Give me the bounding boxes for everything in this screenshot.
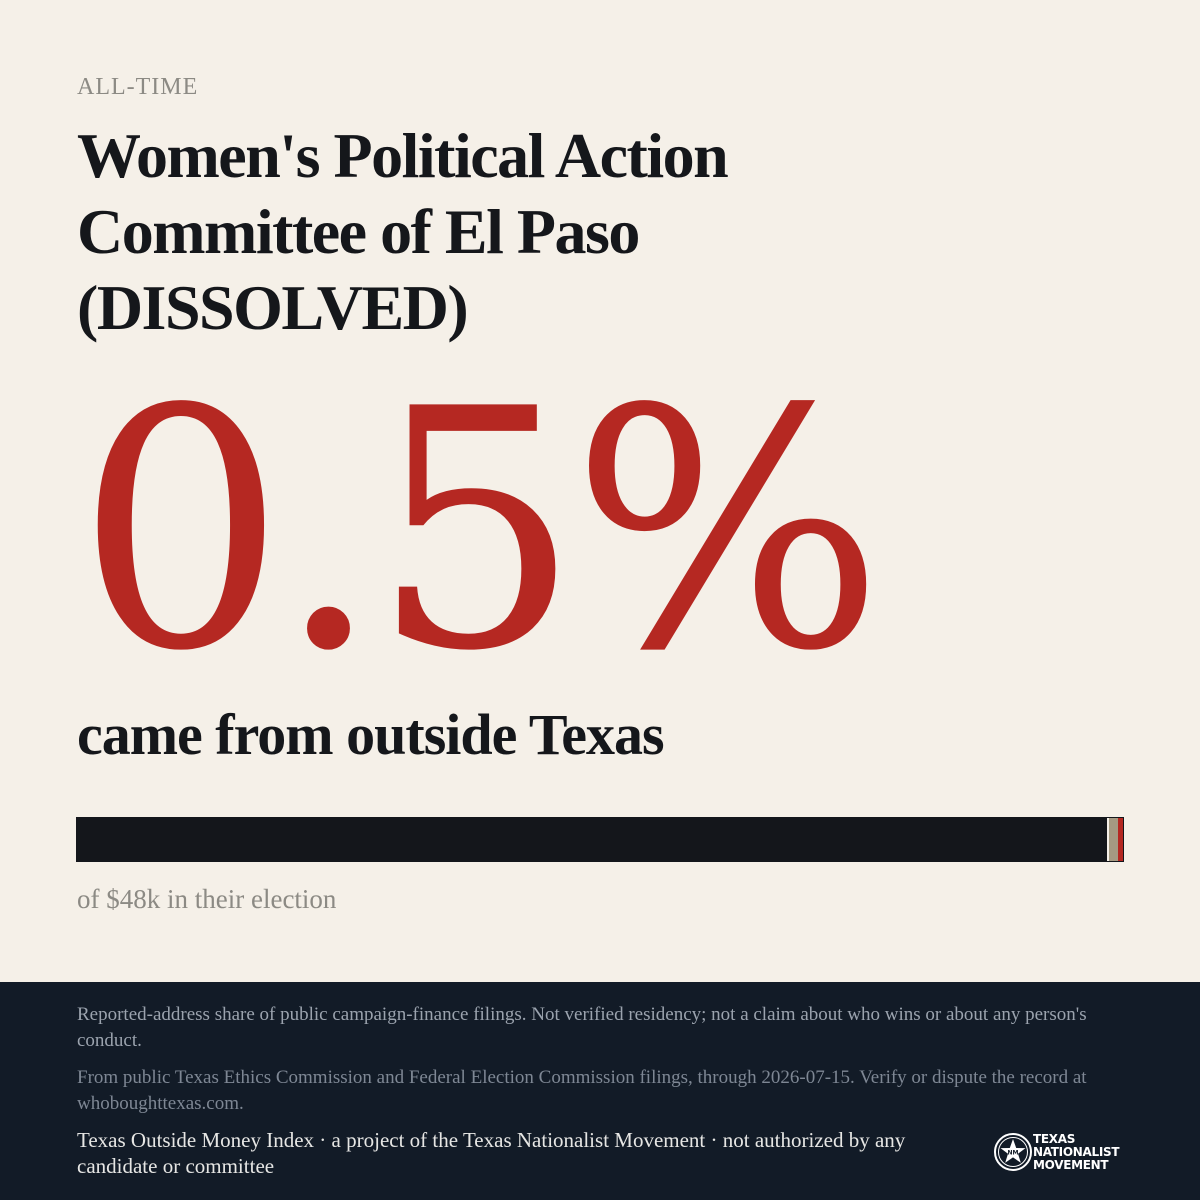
svg-text:NM: NM: [1008, 1150, 1019, 1157]
share-bar-outside-segment: [1118, 818, 1123, 861]
logo-line-2: NATIONALIST: [1033, 1145, 1120, 1159]
star-seal-icon: NM: [994, 1133, 1032, 1171]
logo-line-3: MOVEMENT: [1033, 1158, 1109, 1172]
tnm-logo: NM TEXAS NATIONALIST MOVEMENT: [993, 1132, 1128, 1174]
footer-disclaimer: Reported-address share of public campaig…: [77, 1004, 1087, 1051]
footer: Reported-address share of public campaig…: [0, 982, 1200, 1200]
bar-caption: of $48k in their election: [77, 884, 337, 914]
logo-line-1: TEXAS: [1033, 1132, 1076, 1146]
main-panel: ALL-TIME Women's Political Action Commit…: [76, 74, 1124, 914]
logo-wordmark: TEXAS NATIONALIST MOVEMENT: [1033, 1133, 1125, 1172]
share-bar-separator: [1107, 818, 1109, 861]
headline-percent: 0.5%: [76, 339, 884, 723]
committee-title: Women's Political Action Committee of El…: [77, 120, 729, 343]
footer-credit: Texas Outside Money Index · a project of…: [77, 1128, 906, 1178]
period-label: ALL-TIME: [77, 74, 199, 100]
share-bar-unknown-segment: [1109, 818, 1118, 861]
share-bar-inside-segment: [77, 818, 1118, 861]
headline-caption: came from outside Texas: [77, 702, 665, 767]
footer-source: From public Texas Ethics Commission and …: [77, 1067, 1087, 1114]
share-bar: [76, 817, 1124, 862]
